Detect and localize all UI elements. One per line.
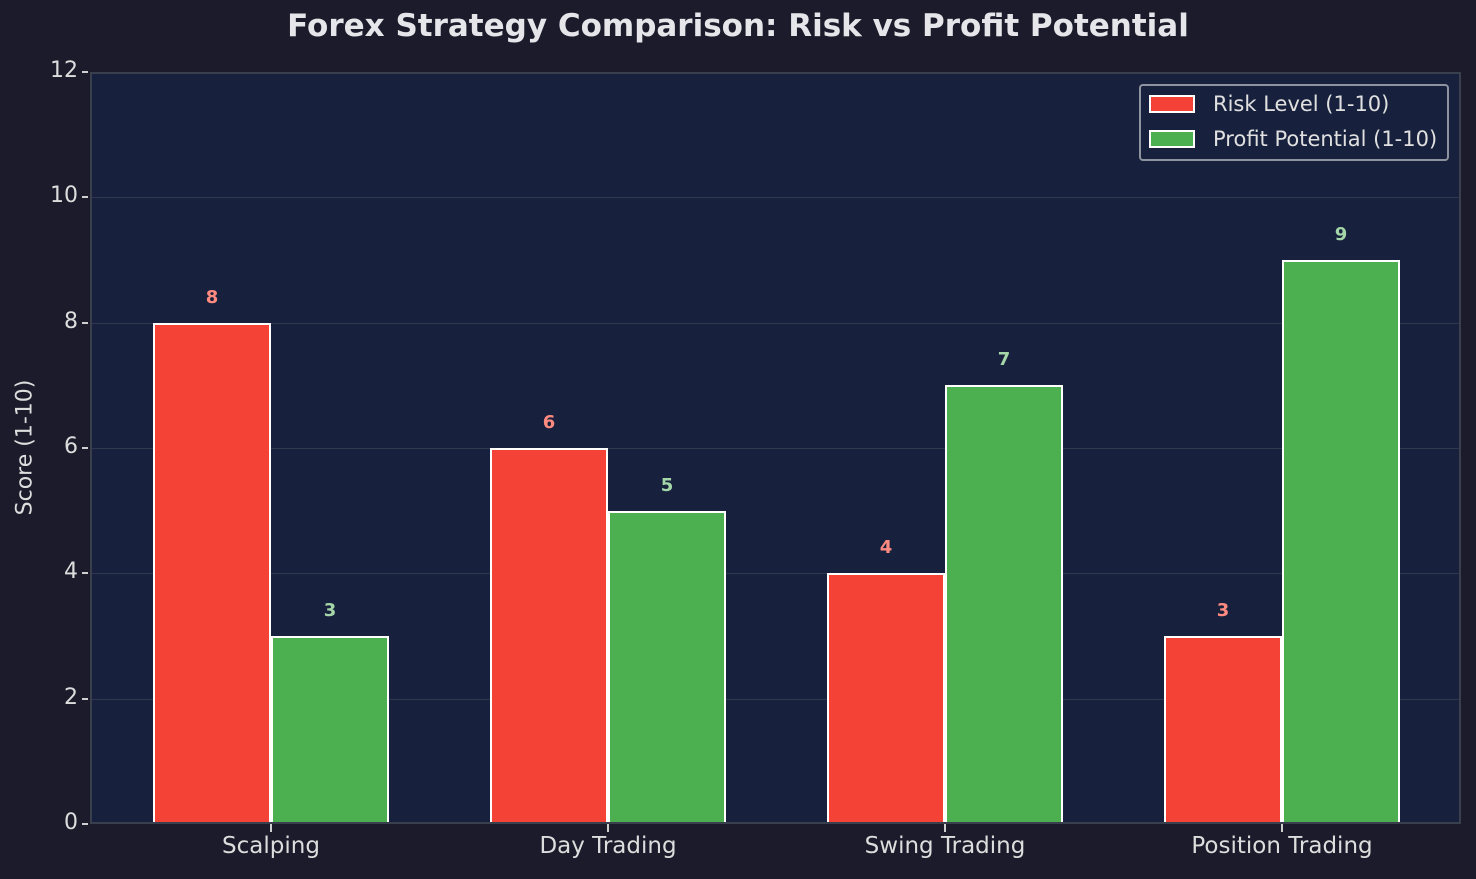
y-tick [82,823,88,825]
profit-bar-position-trading [1282,260,1400,822]
x-tick-label: Swing Trading [864,833,1026,859]
x-tick [270,824,272,832]
y-tick [82,572,88,575]
chart-title: Forex Strategy Comparison: Risk vs Profi… [287,8,1189,44]
x-tick [607,824,609,832]
y-tick [82,71,88,73]
legend: Risk Level (1-10) Profit Potential (1-10… [1139,84,1449,161]
value-label: 8 [205,286,219,308]
y-tick [82,697,88,700]
profit-bar-swing-trading [945,385,1063,822]
gridline [92,698,1459,700]
value-label: 3 [323,600,337,621]
legend-item-profit: Profit Potential (1-10) [1149,127,1438,151]
legend-swatch-profit [1149,130,1195,148]
y-tick-label: 12 [50,58,78,83]
y-tick [82,196,88,199]
y-tick-label: 4 [64,559,78,585]
x-tick-label: Position Trading [1191,833,1373,859]
gridline [92,448,1459,449]
y-tick-label: 8 [64,308,78,334]
y-tick [82,447,88,449]
x-tick-label: Day Trading [539,833,677,859]
x-tick [1281,824,1283,832]
risk-bar-swing-trading [827,573,945,822]
value-label: 9 [1334,224,1348,245]
value-label: 5 [660,474,674,496]
value-label: 6 [542,412,556,433]
x-tick-label: Scalping [222,833,320,859]
legend-swatch-risk [1149,95,1195,113]
y-tick-label: 2 [64,684,78,710]
legend-label-risk: Risk Level (1-10) [1213,92,1390,116]
risk-bar-scalping [153,322,271,822]
y-tick [82,321,88,324]
profit-bar-scalping [271,636,389,822]
x-tick [944,824,946,832]
y-tick-label: 0 [64,810,78,835]
value-label: 4 [879,537,893,559]
y-tick-label: 6 [64,434,78,459]
y-tick-label: 10 [50,183,78,209]
gridline [92,197,1459,199]
risk-bar-day-trading [490,448,608,822]
legend-label-profit: Profit Potential (1-10) [1213,127,1438,151]
gridline [92,573,1459,575]
value-label: 3 [1216,600,1230,621]
risk-bar-position-trading [1164,636,1282,822]
gridline [92,322,1459,324]
value-label: 7 [997,349,1011,371]
legend-item-risk: Risk Level (1-10) [1149,92,1390,116]
profit-bar-day-trading [608,510,726,822]
